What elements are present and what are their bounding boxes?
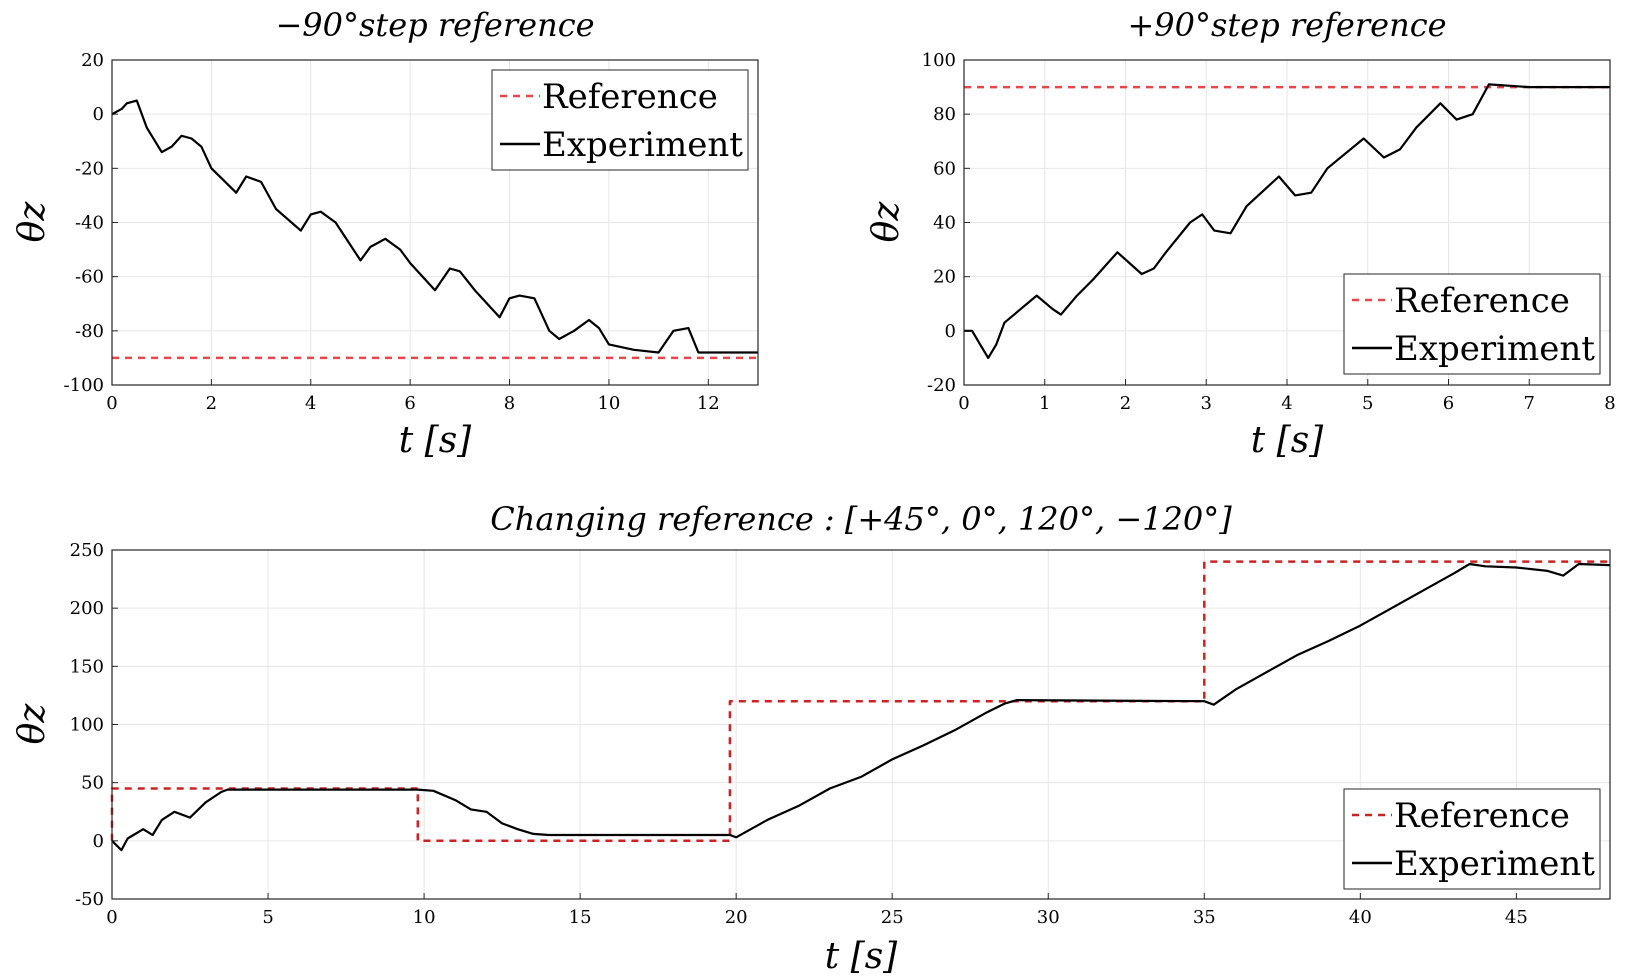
- y-tick-label: 0: [93, 831, 104, 852]
- legend: Reference Experiment: [491, 69, 749, 171]
- y-tick-label: 150: [70, 656, 104, 677]
- legend-label-experiment: Experiment: [1394, 329, 1595, 369]
- y-tick-label: 20: [81, 50, 104, 71]
- x-tick-label: 1: [1039, 393, 1050, 414]
- x-tick-label: 6: [1443, 393, 1454, 414]
- y-tick-label: -20: [927, 375, 956, 396]
- x-tick-label: 6: [404, 393, 415, 414]
- x-axis-label: t [s]: [399, 420, 472, 461]
- x-tick-label: 40: [1349, 907, 1372, 928]
- x-tick-label: 35: [1193, 907, 1216, 928]
- x-tick-label: 5: [262, 907, 273, 928]
- axes-frame: [111, 549, 1611, 900]
- y-tick-label: 40: [933, 213, 956, 234]
- x-tick-label: 8: [504, 393, 515, 414]
- x-tick-label: 12: [697, 393, 720, 414]
- x-tick-label: 0: [106, 393, 117, 414]
- x-tick-label: 0: [106, 907, 117, 928]
- x-tick-label: 2: [206, 393, 217, 414]
- y-tick-label: 100: [922, 50, 956, 71]
- x-tick-label: 3: [1201, 393, 1212, 414]
- x-tick-label: 5: [1362, 393, 1373, 414]
- y-tick-label: 50: [81, 773, 104, 794]
- chart-title: +90°step reference: [1127, 6, 1446, 44]
- series-line-experiment: [111, 562, 1611, 852]
- y-tick-label: 100: [70, 715, 104, 736]
- y-tick-label: -100: [64, 375, 104, 396]
- x-tick-label: 45: [1505, 907, 1528, 928]
- legend: Reference Experiment: [1343, 273, 1601, 375]
- x-tick-label: 7: [1524, 393, 1535, 414]
- y-tick-label: 0: [945, 321, 956, 342]
- series-line-experiment: [964, 83, 1610, 359]
- axes-frame: [963, 59, 1611, 386]
- legend-label-reference: Reference: [1394, 796, 1570, 836]
- chart-panel-2: 0 5 10 15 20 25 30 35 40 45-50050100150200250Chan…: [12, 500, 1611, 977]
- x-tick-label: 30: [1037, 907, 1060, 928]
- y-tick-label: 200: [70, 598, 104, 619]
- chart-title: Changing reference : [+45°, 0°, 120°, −1…: [490, 500, 1232, 538]
- y-tick-label: 60: [933, 158, 956, 179]
- y-tick-label: -80: [75, 321, 104, 342]
- y-tick-label: 80: [933, 104, 956, 125]
- x-tick-label: 8: [1604, 393, 1615, 414]
- legend-label-reference: Reference: [1394, 281, 1570, 321]
- series-line-experiment: [111, 99, 758, 354]
- y-tick-label: -20: [75, 158, 104, 179]
- y-axis-label: θz: [12, 703, 53, 745]
- y-tick-label: -40: [75, 213, 104, 234]
- x-tick-label: 4: [305, 393, 316, 414]
- y-tick-label: 0: [93, 104, 104, 125]
- y-axis-label: θz: [12, 201, 53, 243]
- legend-label-reference: Reference: [542, 77, 718, 117]
- x-tick-label: 15: [569, 907, 592, 928]
- legend: Reference Experiment: [1343, 788, 1601, 890]
- x-tick-label: 4: [1281, 393, 1292, 414]
- x-axis-label: t [s]: [825, 936, 898, 977]
- x-tick-label: 0: [958, 393, 969, 414]
- y-axis-label: θz: [866, 201, 907, 243]
- x-tick-label: 2: [1120, 393, 1131, 414]
- x-tick-label: 25: [881, 907, 904, 928]
- chart-panel-0: 0 2 4 6 8 10 12 -100 -80 -60 -40 -20 0 20 −90°step ref…: [12, 6, 759, 461]
- legend-box: [491, 69, 749, 171]
- y-tick-label: 250: [70, 540, 104, 561]
- y-tick-label: -50: [75, 889, 104, 910]
- y-tick-label: 20: [933, 267, 956, 288]
- legend-label-experiment: Experiment: [542, 125, 743, 165]
- x-axis-label: t [s]: [1251, 420, 1324, 461]
- x-tick-label: 10: [597, 393, 620, 414]
- y-tick-label: -60: [75, 267, 104, 288]
- chart-title: −90°step reference: [275, 6, 594, 44]
- x-tick-label: 10: [413, 907, 436, 928]
- legend-box: [1343, 273, 1601, 375]
- x-tick-label: 20: [725, 907, 748, 928]
- axes-frame: [111, 59, 759, 386]
- legend-box: [1343, 788, 1601, 890]
- legend-label-experiment: Experiment: [1394, 844, 1595, 884]
